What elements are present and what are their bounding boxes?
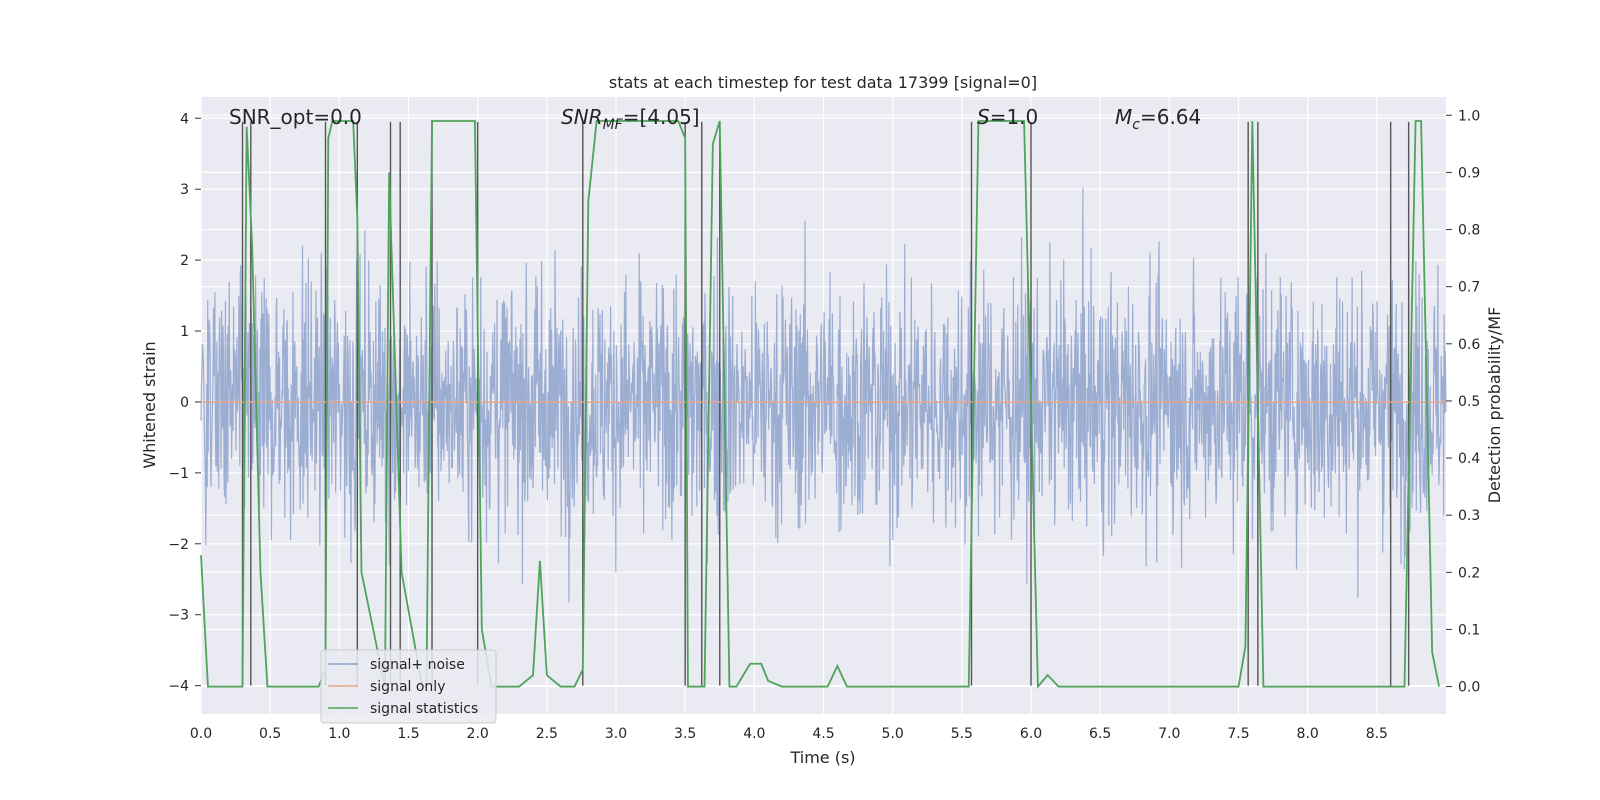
x-tick-label: 8.5 [1366, 726, 1388, 742]
legend-label-signal-noise: signal+ noise [370, 657, 465, 673]
y-right-axis-ticks: 1.0 0.9 0.8 0.7 0.6 0.5 0.4 0.3 0.2 0.1 0.0 [1446, 108, 1480, 696]
y-right-tick-label: 1.0 [1458, 108, 1480, 124]
x-tick-label: 5.0 [882, 726, 904, 742]
x-tick-label: 4.5 [812, 726, 834, 742]
x-tick-label: 6.0 [1020, 726, 1042, 742]
annotation-snr-mf-value: =[4.05] [623, 105, 700, 129]
x-tick-label: 0.5 [259, 726, 281, 742]
annotation-mc-subscript: c [1132, 117, 1140, 133]
legend: signal+ noise signal only signal statist… [320, 649, 497, 724]
annotation-mc-value: =6.64 [1140, 105, 1201, 129]
annotation-s-symbol: S [977, 105, 990, 129]
y-right-tick-label: 0.9 [1458, 165, 1480, 181]
y-left-axis-ticks: 4 3 2 1 0 −1 −2 −3 −4 [168, 111, 201, 695]
y-left-tick-label: 1 [180, 324, 189, 340]
y-right-tick-label: 0.3 [1458, 508, 1480, 524]
annotation-mc: Mc=6.64 [1115, 105, 1201, 133]
y-left-axis-label: Whitened strain [140, 341, 159, 468]
x-tick-label: 3.0 [605, 726, 627, 742]
x-tick-label: 3.5 [674, 726, 696, 742]
y-left-tick-label: 3 [180, 182, 189, 198]
y-left-tick-label: 4 [180, 111, 189, 127]
y-right-tick-label: 0.4 [1458, 451, 1480, 467]
x-tick-label: 7.5 [1227, 726, 1249, 742]
x-tick-label: 6.5 [1089, 726, 1111, 742]
x-tick-label: 8.0 [1297, 726, 1319, 742]
x-tick-label: 1.5 [397, 726, 419, 742]
x-tick-label: 2.5 [536, 726, 558, 742]
y-left-tick-label: 0 [180, 395, 189, 411]
annotation-snr-mf-subscript: MF [603, 117, 624, 133]
annotation-snr-opt: SNR_opt=0.0 [229, 105, 362, 129]
signal-statistics-series [200, 120, 1440, 689]
x-tick-label: 4.0 [743, 726, 765, 742]
annotation-s-value: =1.0 [990, 105, 1039, 129]
x-axis-label: Time (s) [789, 748, 855, 767]
y-right-tick-label: 0.2 [1458, 565, 1480, 581]
annotations: SNR_opt=0.0 SNRMF=[4.05] S=1.0 Mc=6.64 [229, 105, 1201, 133]
signal-statistics-line [200, 120, 1440, 689]
x-tick-label: 5.5 [951, 726, 973, 742]
y-right-tick-label: 0.7 [1458, 280, 1480, 296]
x-tick-label: 7.0 [1158, 726, 1180, 742]
annotation-snr-mf: SNRMF=[4.05] [561, 105, 700, 133]
y-left-tick-label: −1 [168, 466, 189, 482]
annotation-s: S=1.0 [977, 105, 1038, 129]
legend-box [320, 649, 497, 724]
x-tick-label: 1.0 [328, 726, 350, 742]
y-right-tick-label: 0.0 [1458, 680, 1480, 696]
y-left-tick-label: −4 [168, 679, 189, 695]
x-tick-label: 2.0 [467, 726, 489, 742]
y-right-tick-label: 0.1 [1458, 622, 1480, 638]
legend-label-signal-statistics: signal statistics [370, 701, 478, 717]
y-left-tick-label: 2 [180, 253, 189, 269]
x-tick-label: 0.0 [190, 726, 212, 742]
y-left-tick-label: −3 [168, 608, 189, 624]
y-right-tick-label: 0.6 [1458, 337, 1480, 353]
y-right-tick-label: 0.8 [1458, 223, 1480, 239]
annotation-mc-symbol: M [1115, 105, 1132, 129]
legend-label-signal-only: signal only [370, 679, 445, 695]
annotation-snr-mf-symbol: SNR [561, 105, 603, 129]
chart-title: stats at each timestep for test data 173… [609, 73, 1037, 92]
y-right-axis-label: Detection probability/MF [1485, 307, 1504, 504]
x-axis-ticks: 0.0 0.5 1.0 1.5 2.0 2.5 3.0 3.5 4.0 4.5 5.0 5.5 6.0 6… [190, 726, 1388, 742]
y-left-tick-label: −2 [168, 537, 189, 553]
signal-noise-line [200, 187, 1447, 603]
signal-noise-series [200, 187, 1447, 603]
y-right-tick-label: 0.5 [1458, 394, 1480, 410]
